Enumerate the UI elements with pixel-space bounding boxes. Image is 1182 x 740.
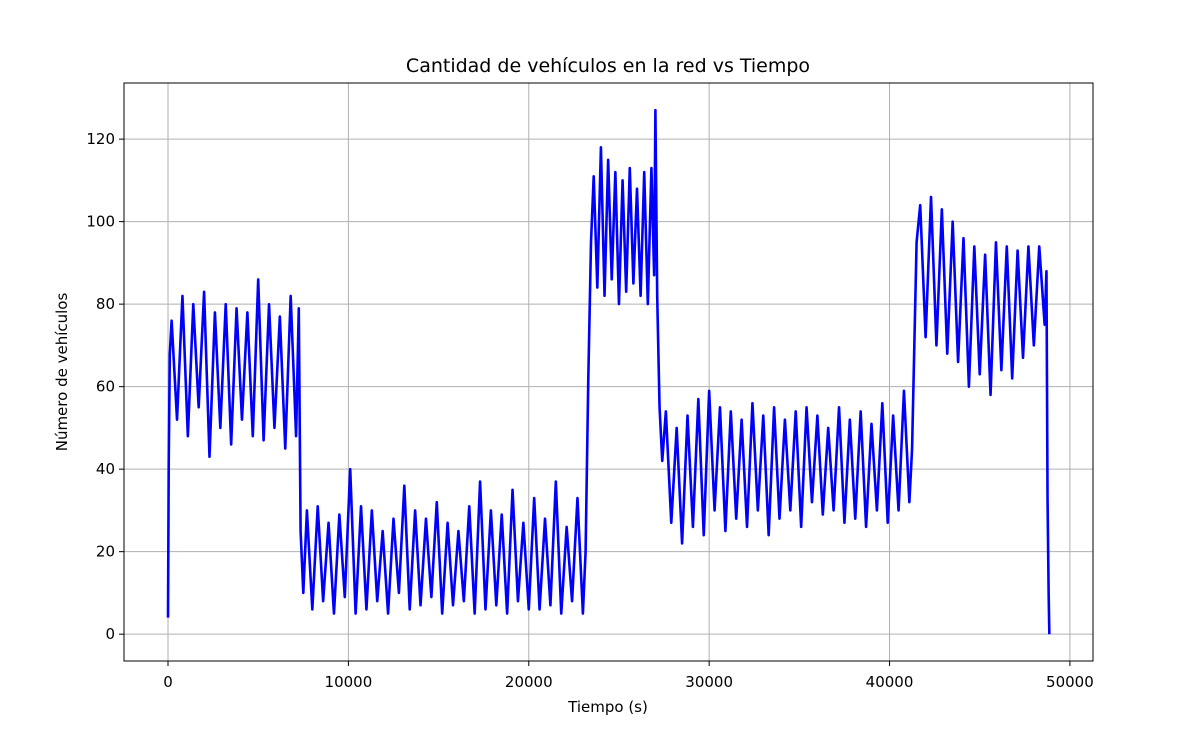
x-tick-label: 50000 xyxy=(1046,673,1094,691)
y-tick-label: 20 xyxy=(96,543,115,561)
x-tick-label: 40000 xyxy=(866,673,914,691)
x-tick-label: 10000 xyxy=(325,673,373,691)
y-tick-label: 100 xyxy=(86,213,115,231)
y-tick-label: 40 xyxy=(96,460,115,478)
y-tick-label: 0 xyxy=(105,625,115,643)
x-tick-label: 20000 xyxy=(505,673,553,691)
y-tick-label: 80 xyxy=(96,295,115,313)
chart-title: Cantidad de vehículos en la red vs Tiemp… xyxy=(406,55,810,77)
data-line xyxy=(166,108,1051,635)
y-tick-label: 120 xyxy=(86,130,115,148)
x-axis-label: Tiempo (s) xyxy=(567,698,648,716)
x-tick-label: 0 xyxy=(163,673,173,691)
y-tick-label: 60 xyxy=(96,378,115,396)
y-axis-label: Número de vehículos xyxy=(53,293,71,452)
x-tick-label: 30000 xyxy=(685,673,733,691)
plot-frame xyxy=(123,82,1094,662)
